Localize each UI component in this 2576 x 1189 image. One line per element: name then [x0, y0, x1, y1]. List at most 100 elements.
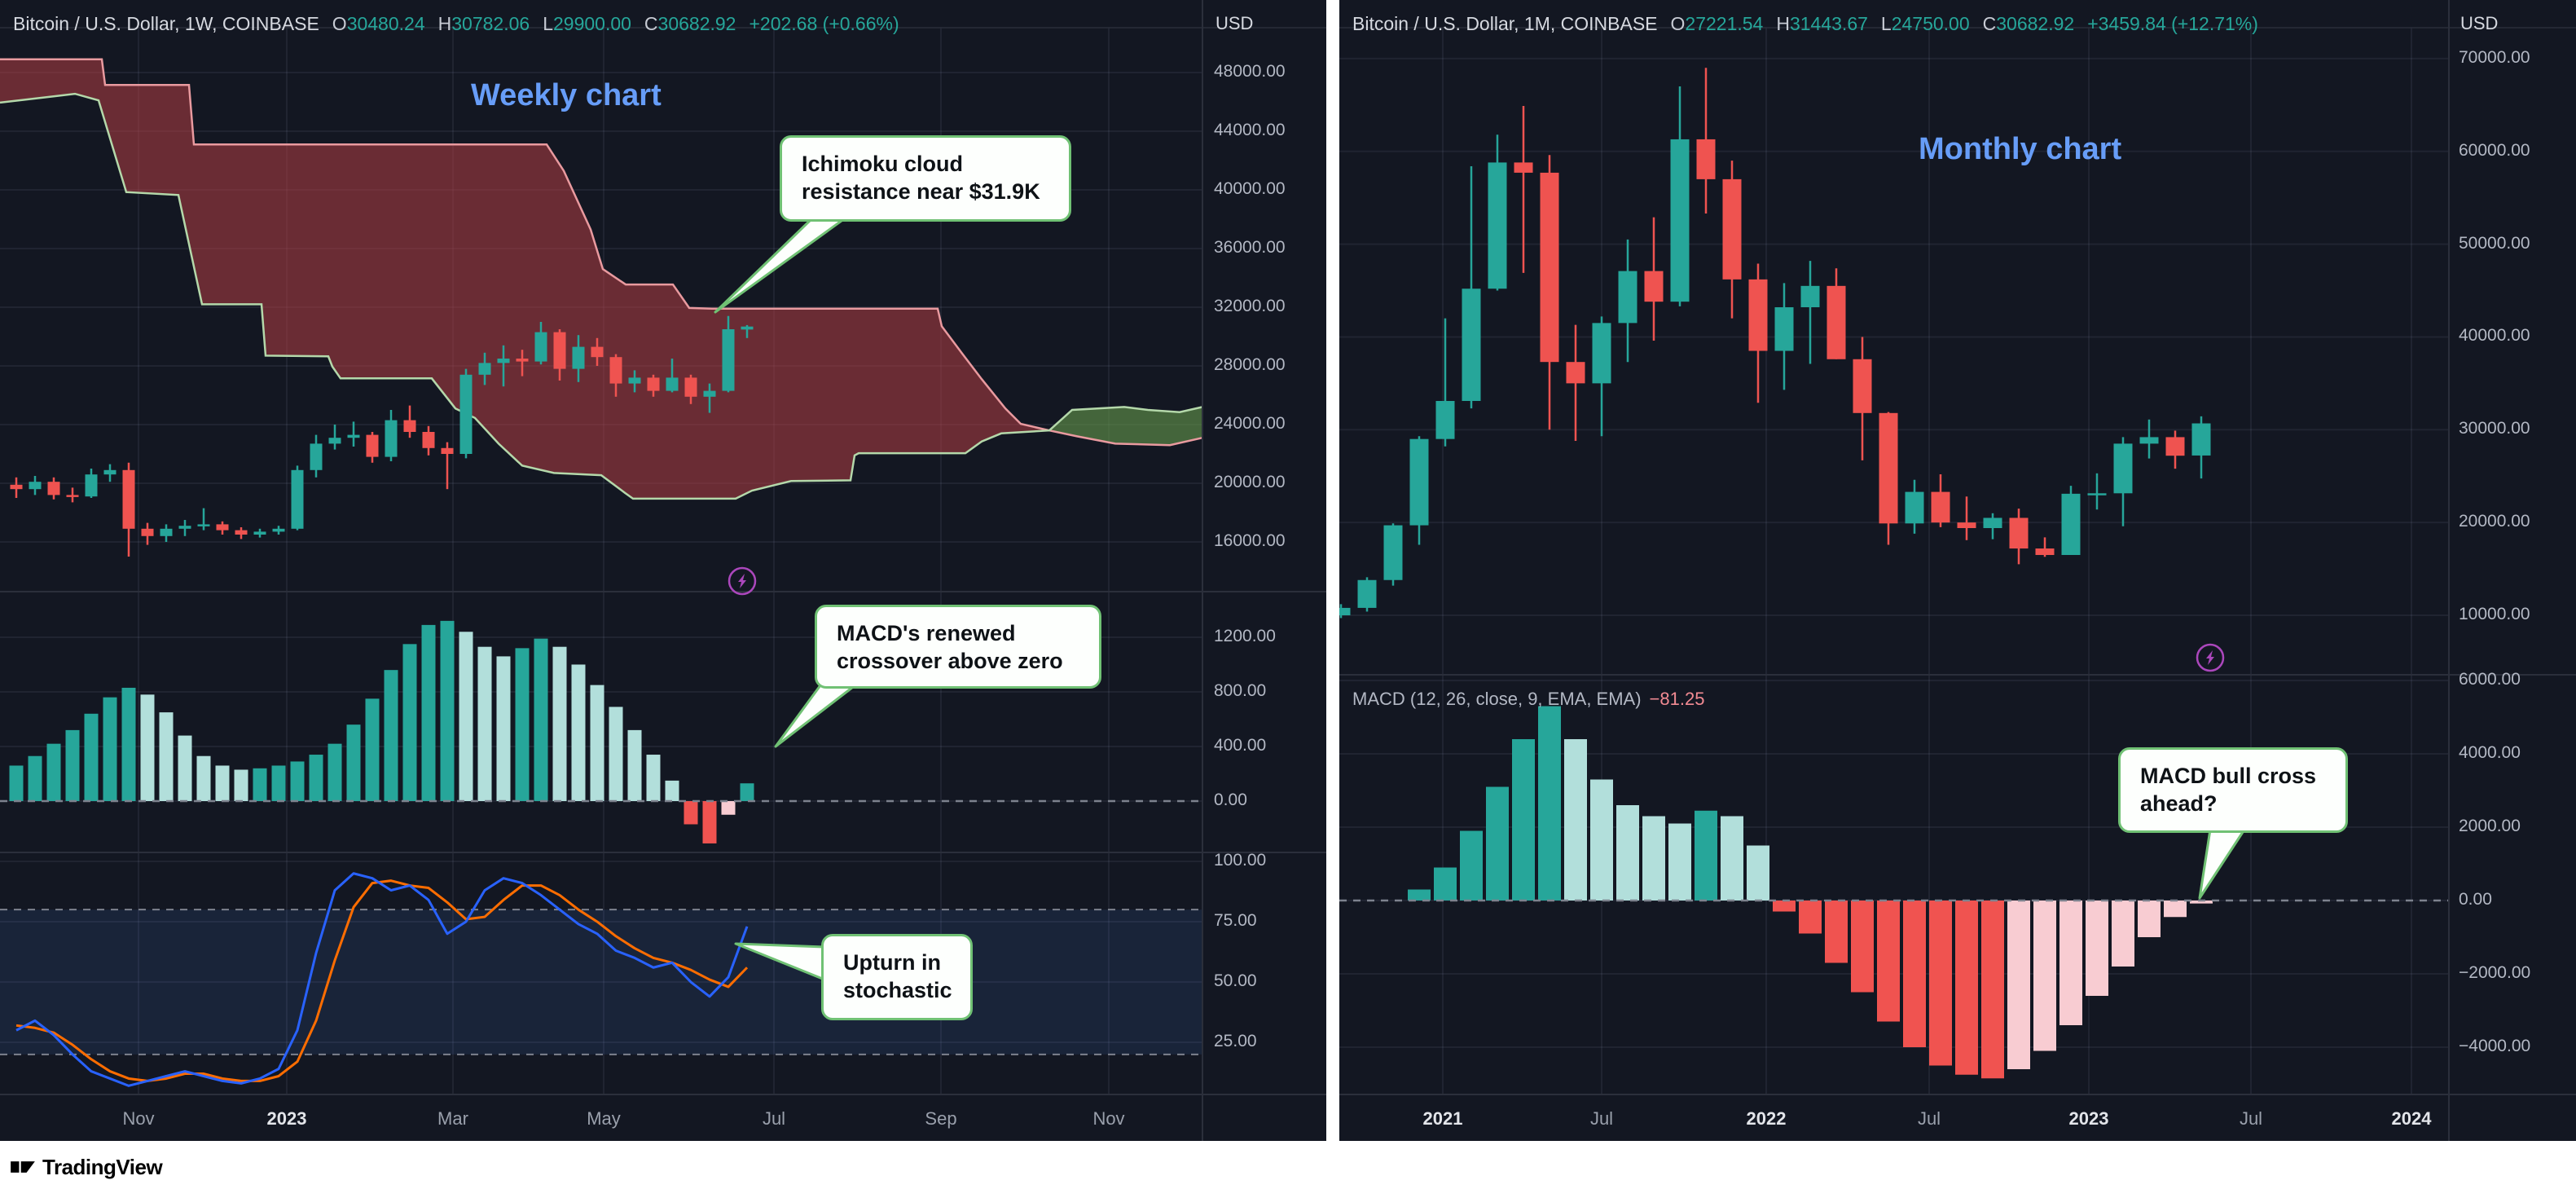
candlestick [197, 524, 210, 526]
price-tick-label: −2000.00 [2459, 963, 2531, 982]
macd-histogram-bar [1955, 901, 1978, 1075]
price-tick-label: 20000.00 [2459, 512, 2530, 531]
time-axis-label[interactable]: Jul [762, 1108, 786, 1129]
annotation-callout[interactable]: Ichimoku cloud resistance near $31.9K [780, 135, 1071, 222]
time-axis-label[interactable]: 2023 [266, 1108, 307, 1129]
lightning-bolt-icon[interactable] [2196, 643, 2225, 672]
time-axis-label[interactable]: Mar [437, 1108, 468, 1129]
annotation-callout[interactable]: MACD bull cross ahead? [2118, 747, 2348, 833]
candlestick [1357, 579, 1377, 608]
macd-histogram-bar [496, 656, 511, 802]
annotation-text-line: crossover above zero [837, 649, 1063, 673]
macd-histogram-bar [609, 707, 623, 802]
ohlc-key: O [332, 13, 347, 34]
time-axis-label[interactable]: 2021 [1422, 1108, 1463, 1129]
candlestick [103, 469, 116, 475]
ohlc-key: C [1982, 13, 1997, 34]
time-axis-label[interactable]: Sep [925, 1108, 957, 1129]
candlestick [385, 420, 398, 457]
macd-histogram-bar [459, 632, 473, 802]
candlestick [1957, 522, 1976, 528]
ohlc-value: 30682.92 [1996, 13, 2075, 34]
candlestick [1462, 288, 1481, 402]
time-axis-label[interactable]: 2024 [2391, 1108, 2432, 1129]
change-value: +3459.84 (+12.71%) [2087, 13, 2258, 34]
ohlc-key: L [543, 13, 553, 34]
candlestick [1774, 307, 1794, 351]
lightning-bolt-icon[interactable] [728, 566, 757, 596]
candlestick [1826, 285, 1846, 359]
time-axis-label[interactable]: Nov [1092, 1108, 1125, 1129]
macd-histogram-bar [646, 755, 661, 802]
candlestick [1592, 323, 1611, 384]
macd-histogram-bar [477, 646, 492, 802]
price-tick-label: 50.00 [1214, 971, 1257, 990]
candlestick [2165, 437, 2185, 456]
macd-histogram-bar [1981, 901, 2004, 1079]
ohlc-key: H [1776, 13, 1790, 34]
macd-histogram-bar [159, 712, 174, 802]
macd-histogram-bar [196, 755, 211, 802]
candlestick [1383, 525, 1403, 580]
annotation-text-line: stochastic [843, 978, 952, 1002]
macd-histogram-bar [665, 780, 679, 802]
macd-histogram-bar [28, 755, 42, 802]
macd-histogram-bar [1929, 901, 1952, 1066]
macd-histogram-bar [346, 724, 361, 802]
annotation-callout[interactable]: Upturn in stochastic [821, 934, 973, 1020]
price-tick-label: 60000.00 [2459, 140, 2530, 160]
macd-histogram-bar [234, 769, 248, 802]
macd-histogram-bar [1721, 816, 1743, 901]
price-tick-label: 50000.00 [2459, 233, 2530, 253]
candlestick [2191, 423, 2211, 456]
stochastic-k-line [15, 872, 749, 1087]
macd-histogram-bar [309, 755, 323, 802]
annotation-callout[interactable]: MACD's renewed crossover above zero [815, 605, 1101, 689]
ohlc-value: 30480.24 [346, 13, 425, 34]
candlestick [441, 447, 454, 454]
candlestick [1488, 162, 1507, 289]
macd-histogram-bar [627, 729, 642, 802]
time-axis-label[interactable]: Jul [1589, 1108, 1614, 1129]
macd-histogram-bar [1668, 823, 1691, 901]
symbol-label: Bitcoin / U.S. Dollar, 1M, COINBASE [1352, 13, 1658, 34]
time-axis-label[interactable]: Nov [122, 1108, 155, 1129]
price-tick-label: 24000.00 [1214, 413, 1286, 433]
price-tick-label: 6000.00 [2459, 670, 2521, 689]
macd-histogram-bar [290, 761, 305, 802]
candlestick [497, 358, 510, 363]
candlestick [1696, 139, 1716, 179]
candlestick [553, 332, 566, 369]
time-axis-label[interactable]: May [587, 1108, 621, 1129]
macd-histogram-bar [402, 644, 417, 802]
monthly-chart-plot[interactable] [1339, 0, 2576, 1141]
candlestick [291, 469, 304, 529]
candlestick [1853, 359, 1872, 413]
time-axis-label[interactable]: 2023 [2068, 1108, 2109, 1129]
time-axis-label[interactable]: Jul [2239, 1108, 2263, 1129]
candlestick [1722, 178, 1742, 280]
candlestick [178, 526, 191, 529]
macd-histogram-bar [46, 743, 61, 802]
price-tick-label: 800.00 [1214, 680, 1267, 700]
candlestick [160, 528, 173, 536]
annotation-callout-tail [714, 217, 846, 314]
macd-histogram-bar [1460, 830, 1483, 901]
macd-histogram-bar [740, 783, 754, 802]
candlestick [1800, 285, 1820, 308]
candlestick [1409, 438, 1429, 526]
price-tick-label: 1200.00 [1214, 626, 1276, 645]
annotation-text-line: MACD's renewed [837, 621, 1016, 645]
price-tick-label: 28000.00 [1214, 354, 1286, 374]
tradingview-logo[interactable]: TradingView [10, 1151, 163, 1183]
annotation-text-line: Ichimoku cloud [802, 152, 964, 176]
time-axis-label[interactable]: 2022 [1746, 1108, 1787, 1129]
macd-histogram-bar [1512, 739, 1535, 901]
annotation-callout-tail [774, 684, 855, 748]
candlestick [1748, 279, 1768, 351]
macd-histogram-bar [1773, 901, 1796, 912]
macd-histogram-bar [571, 664, 586, 802]
weekly-chart-plot[interactable] [0, 0, 1326, 1141]
time-axis-label[interactable]: Jul [1917, 1108, 1941, 1129]
